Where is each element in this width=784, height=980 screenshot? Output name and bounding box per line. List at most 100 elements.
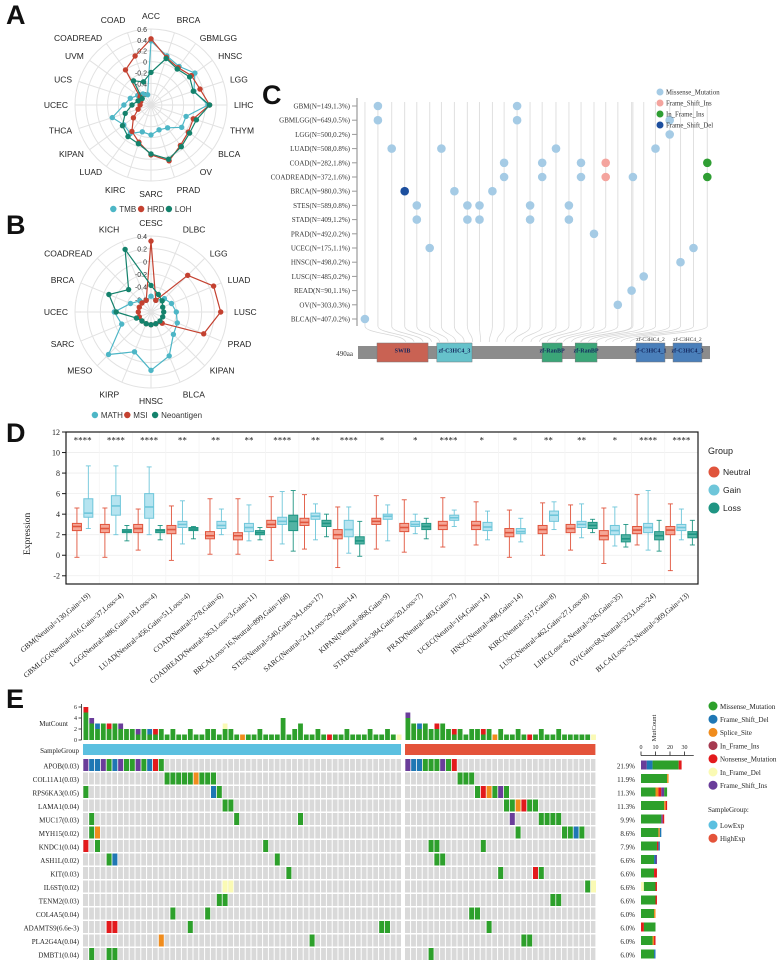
svg-text:2: 2 <box>56 531 60 540</box>
mutation-dot <box>488 186 497 196</box>
svg-text:Gain: Gain <box>723 485 741 495</box>
svg-text:Frame_Shift_Ins: Frame_Shift_Ins <box>666 101 712 108</box>
svg-text:9.9%: 9.9% <box>620 817 635 825</box>
protein-domain: zf-C3HC4_2 zf-C3HC4_3 <box>671 336 703 363</box>
box-group: ****BLCA(Loss=23,Neutral=369,Gain=13) <box>594 435 698 674</box>
svg-text:-0.4: -0.4 <box>135 285 147 292</box>
radar-a-series-LOH <box>119 55 213 162</box>
svg-text:GBMLGG(N=649,0.5%): GBMLGG(N=649,0.5%) <box>279 117 350 125</box>
svg-text:8.6%: 8.6% <box>620 830 635 838</box>
svg-text:*: * <box>380 435 385 445</box>
lollipop-row: UCEC(N=175,1.1%) <box>291 243 698 253</box>
svg-text:READ(N=90,1.1%): READ(N=90,1.1%) <box>294 287 351 295</box>
svg-text:-2: -2 <box>53 572 60 581</box>
mutation-dot <box>437 144 446 153</box>
svg-text:MESO: MESO <box>67 366 92 376</box>
svg-text:IL6ST(0.02): IL6ST(0.02) <box>44 884 80 892</box>
mutation-dot <box>463 201 472 210</box>
protein-domain: SWIB <box>376 342 429 363</box>
mutation-dot <box>703 158 712 168</box>
lollipop-row: COAD(N=282,1.8%) <box>290 158 712 168</box>
svg-text:DMBT1(0.04): DMBT1(0.04) <box>38 952 79 960</box>
svg-text:MutCount: MutCount <box>651 714 658 741</box>
box-group: *STAD(Neutral=384,Gain=20,Loss=7) <box>331 435 432 671</box>
svg-text:zf-C3HC4_3: zf-C3HC4_3 <box>671 349 703 355</box>
svg-text:6.0%: 6.0% <box>620 952 635 960</box>
mutation-dot <box>613 300 623 310</box>
svg-text:Neutral: Neutral <box>723 467 751 477</box>
lollipop-row: LUSC(N=485,0.2%) <box>292 272 648 281</box>
svg-text:30: 30 <box>682 745 688 751</box>
svg-text:HRD: HRD <box>147 205 165 214</box>
sample-group-legend: SampleGroup: LowExp HighExp <box>708 806 749 843</box>
svg-text:Neoantigen: Neoantigen <box>161 411 202 420</box>
svg-text:MUC17(0.03): MUC17(0.03) <box>39 817 80 825</box>
svg-text:OV: OV <box>200 167 213 177</box>
protein-domain: zf-RanBP <box>540 342 565 363</box>
mutation-dot <box>639 272 648 281</box>
radar-b-category-labels: CESC DLBC LGG LUAD LUSC PRAD KIPAN BLCA HNSC KIRP… <box>44 218 257 406</box>
svg-text:BRCA(N=980,0.3%): BRCA(N=980,0.3%) <box>290 188 350 196</box>
svg-text:STAD(N=409,1.2%): STAD(N=409,1.2%) <box>292 216 351 224</box>
radar-a-legend-item-HRD: HRD <box>137 205 165 214</box>
svg-text:In_Frame_Ins: In_Frame_Ins <box>720 742 760 750</box>
svg-text:zf-C3HC4_1: zf-C3HC4_1 <box>635 349 667 355</box>
svg-text:KIRC: KIRC <box>105 185 125 195</box>
svg-text:6.6%: 6.6% <box>620 857 635 865</box>
svg-text:PRAD: PRAD <box>228 339 252 349</box>
svg-text:LUSC: LUSC <box>234 307 257 317</box>
mutcount-top-axis: 0 2 4 6 MutCount <box>39 704 82 744</box>
mutation-dot <box>537 172 547 182</box>
svg-text:****: **** <box>273 435 292 445</box>
svg-text:BLCA: BLCA <box>218 149 241 159</box>
svg-text:6.0%: 6.0% <box>620 925 635 933</box>
svg-text:Expression: Expression <box>23 513 33 555</box>
svg-text:OV(N=303,0.3%): OV(N=303,0.3%) <box>299 301 350 309</box>
mutation-dot <box>537 158 547 168</box>
svg-text:CESC: CESC <box>139 218 163 228</box>
mutation-dot <box>689 243 698 253</box>
mutation-dot <box>651 144 660 153</box>
svg-text:PRAD: PRAD <box>177 185 201 195</box>
radar-a-legend: TMB HRD LOH <box>110 205 192 214</box>
mutation-dot <box>576 172 586 182</box>
column-separators <box>88 759 591 960</box>
svg-text:COAD(N=282,1.8%): COAD(N=282,1.8%) <box>290 159 351 167</box>
svg-text:****: **** <box>639 435 658 445</box>
svg-text:KIPAN: KIPAN <box>59 149 84 159</box>
svg-text:0.2: 0.2 <box>137 49 147 56</box>
svg-text:GBMLGG: GBMLGG <box>200 33 237 43</box>
svg-text:LGG: LGG <box>230 74 248 84</box>
svg-text:SampleGroup:: SampleGroup: <box>708 806 749 814</box>
svg-text:UVM: UVM <box>65 51 84 61</box>
mutation-dot <box>564 201 574 210</box>
svg-text:Missense_Mutation: Missense_Mutation <box>666 90 720 97</box>
mutation-dot <box>412 215 422 224</box>
mutation-dot <box>475 201 484 210</box>
svg-text:MYH15(0.02): MYH15(0.02) <box>39 830 80 838</box>
panel-a-radar-chart: 0.60.40.20-0.2-0.4-0.6ACCBRCAGBMLGGHNSCL… <box>44 11 254 214</box>
svg-text:-0.4: -0.4 <box>135 81 147 88</box>
svg-text:zf-C3HC4_2: zf-C3HC4_2 <box>673 336 702 343</box>
svg-text:0.2: 0.2 <box>137 247 147 254</box>
panel-c-lollipop-plot: GBM(N=149,1.3%) GBMLGG(N=649,0.5%) LGG(N=5… <box>271 88 720 363</box>
mutation-dot <box>373 101 383 111</box>
svg-text:Group: Group <box>708 446 733 456</box>
svg-text:*: * <box>413 435 418 445</box>
radar-a-legend-item-TMB: TMB <box>110 205 136 214</box>
mutation-dot <box>499 158 509 168</box>
svg-text:6.0%: 6.0% <box>620 911 635 919</box>
svg-text:7.9%: 7.9% <box>620 844 635 852</box>
svg-text:4: 4 <box>74 716 77 722</box>
svg-text:HighExp: HighExp <box>720 835 746 843</box>
svg-text:LGG(N=500,0.2%): LGG(N=500,0.2%) <box>295 131 351 139</box>
svg-text:zf-RanBP: zf-RanBP <box>574 349 599 355</box>
mutation-dot <box>412 201 422 210</box>
svg-text:UCEC: UCEC <box>44 307 68 317</box>
mutation-dot <box>525 215 535 224</box>
mutation-dot <box>576 158 586 168</box>
mutation-dot <box>499 172 509 182</box>
svg-text:In_Frame_Ins: In_Frame_Ins <box>666 112 704 119</box>
mutation-type-legend: Missense_Mutation Frame_Shift_Del Splice_S… <box>708 701 777 790</box>
svg-text:Splice_Site: Splice_Site <box>720 729 752 737</box>
